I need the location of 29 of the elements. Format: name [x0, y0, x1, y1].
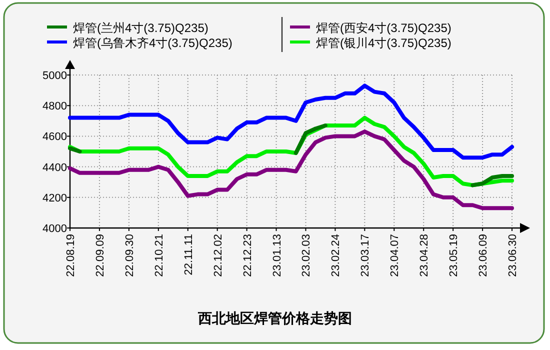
- y-tick-label: 4200: [42, 192, 67, 204]
- y-tick-label: 4000: [42, 223, 67, 235]
- y-tick-label: 4600: [42, 131, 67, 144]
- legend-label: 焊管(银川4寸(3.75)Q235): [316, 36, 452, 50]
- x-tick-label: 23.01.13: [271, 234, 284, 277]
- line-series: [68, 84, 514, 160]
- y-tick-label: 5000: [42, 70, 67, 82]
- text: 西北地区焊管价格走势图: [197, 310, 352, 326]
- x-tick-label: 22.08.19: [65, 234, 77, 277]
- x-tick-label: 23.04.28: [418, 234, 431, 277]
- y-tick-label: 4800: [42, 100, 67, 113]
- x-tick-label: 23.05.19: [448, 234, 460, 277]
- y-tick-label: 4400: [42, 162, 67, 174]
- x-tick-label: 22.12.02: [212, 234, 224, 277]
- legend-label: 焊管(乌鲁木齐4寸(3.75)Q235): [73, 36, 232, 50]
- x-tick-label: 23.06.30: [507, 234, 519, 277]
- x-tick-label: 23.02.24: [330, 234, 342, 277]
- legend-label: 焊管(兰州4寸(3.75)Q235): [73, 21, 208, 35]
- x-tick-label: 22.09.09: [94, 234, 106, 277]
- x-tick-label: 22.09.30: [124, 234, 136, 277]
- x-tick-label: 23.02.03: [300, 234, 313, 277]
- line-series: [68, 130, 514, 210]
- x-tick-label: 23.03.17: [360, 234, 372, 277]
- legend-label: 焊管(西安4寸(3.75)Q235): [316, 21, 452, 35]
- x-tick-label: 22.11.11: [182, 234, 195, 276]
- x-tick-label: 23.04.07: [389, 234, 402, 277]
- x-tick-label: 22.10.21: [153, 234, 166, 277]
- x-tick-label: 22.12.23: [242, 234, 254, 277]
- x-tick-label: 23.06.09: [478, 234, 490, 277]
